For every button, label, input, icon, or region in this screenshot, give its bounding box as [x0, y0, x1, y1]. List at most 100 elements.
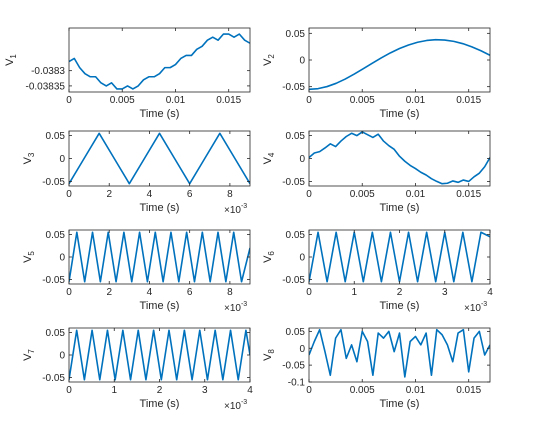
- y-tick-label: -0.1: [288, 378, 306, 389]
- x-axis-label: Time (s): [380, 300, 420, 312]
- x-axis-multiplier: ×10-3: [224, 203, 247, 216]
- x-tick-label: 4: [487, 287, 493, 298]
- y-axis-label: V4: [262, 152, 276, 164]
- y-tick-label: -0.03835: [26, 81, 66, 92]
- series-line-v3: [69, 133, 250, 183]
- axes-frame-v4: [309, 131, 490, 186]
- x-tick-label: 4: [247, 385, 253, 396]
- y-tick-label: -0.05: [42, 275, 65, 286]
- x-tick-label: 2: [106, 189, 112, 200]
- x-tick-label: 8: [227, 287, 233, 298]
- x-tick-label: 1: [111, 385, 117, 396]
- x-tick-label: 0.015: [216, 95, 241, 106]
- x-axis-label: Time (s): [140, 108, 180, 120]
- x-tick-label: 0.01: [406, 95, 426, 106]
- x-tick-label: 1: [351, 287, 357, 298]
- x-tick-label: 0.01: [406, 385, 426, 396]
- x-tick-label: 0.005: [350, 95, 375, 106]
- x-tick-label: 3: [442, 287, 448, 298]
- y-tick-label: 0: [59, 253, 65, 264]
- series-line-v8: [309, 330, 490, 377]
- series-line-v5: [69, 232, 250, 282]
- y-axis-label: V5: [22, 251, 36, 263]
- x-axis-multiplier: ×10-3: [464, 301, 487, 314]
- x-tick-label: 0.01: [166, 95, 186, 106]
- y-tick-label: -0.05: [42, 373, 65, 384]
- chart-panel-v8: 0 0.005 0.01 0.015 -0.1 -0.05 0 0.05 Time (s) V8: [262, 327, 490, 410]
- x-tick-label: 8: [227, 189, 233, 200]
- axes-frame-v2: [309, 28, 490, 92]
- x-tick-label: 2: [157, 385, 163, 396]
- y-axis-label: V6: [262, 251, 276, 263]
- series-line-v2: [309, 40, 490, 90]
- series-line-v4: [309, 132, 490, 184]
- y-tick-label: 0.05: [286, 131, 306, 142]
- axes-frame-v1: [69, 28, 250, 92]
- x-tick-label: 3: [202, 385, 208, 396]
- x-tick-label: 2: [397, 287, 403, 298]
- y-axis-label: V3: [22, 152, 36, 164]
- y-tick-label: 0: [299, 344, 305, 355]
- y-tick-label: 0: [59, 154, 65, 165]
- y-tick-label: 0: [299, 56, 305, 67]
- x-tick-label: 6: [187, 287, 193, 298]
- x-tick-label: 4: [147, 189, 153, 200]
- x-tick-label: 0.015: [456, 189, 481, 200]
- x-tick-label: 0.005: [110, 95, 135, 106]
- y-tick-label: 0.05: [286, 29, 306, 40]
- y-tick-label: 0: [299, 154, 305, 165]
- y-axis-label: V1: [4, 54, 18, 66]
- chart-panel-v1: 0 0.005 0.01 0.015 -0.03835 -0.0383 Time (s) V1: [4, 28, 250, 120]
- y-tick-label: 0.05: [46, 230, 66, 241]
- x-tick-label: 0: [66, 385, 72, 396]
- x-tick-label: 0: [306, 95, 312, 106]
- x-axis-multiplier: ×10-3: [224, 301, 247, 314]
- x-axis-label: Time (s): [380, 108, 420, 120]
- series-line-v7: [69, 330, 250, 380]
- x-axis-label: Time (s): [380, 398, 420, 410]
- x-tick-label: 0.005: [350, 385, 375, 396]
- y-tick-label: -0.0383: [31, 66, 65, 77]
- x-tick-label: 4: [147, 287, 153, 298]
- y-tick-label: 0.05: [286, 327, 306, 338]
- x-axis-label: Time (s): [380, 202, 420, 214]
- y-tick-label: 0.05: [46, 328, 66, 339]
- series-line-v6: [309, 232, 490, 282]
- y-tick-label: -0.05: [42, 177, 65, 188]
- x-tick-label: 2: [106, 287, 112, 298]
- x-axis-label: Time (s): [140, 398, 180, 410]
- y-axis-label: V8: [262, 349, 276, 361]
- y-tick-label: 0: [59, 351, 65, 362]
- y-tick-label: 0: [299, 253, 305, 264]
- y-axis-label: V7: [22, 349, 36, 361]
- x-tick-label: 0.015: [456, 95, 481, 106]
- x-axis-multiplier: ×10-3: [224, 399, 247, 412]
- x-tick-label: 0: [306, 385, 312, 396]
- y-axis-label: V2: [262, 54, 276, 66]
- x-tick-label: 0.015: [456, 385, 481, 396]
- series-line-v1: [69, 34, 250, 89]
- y-tick-label: 0.05: [46, 131, 66, 142]
- x-tick-label: 0: [306, 189, 312, 200]
- x-tick-label: 0: [66, 95, 72, 106]
- x-tick-label: 0: [66, 189, 72, 200]
- y-tick-label: -0.05: [282, 275, 305, 286]
- x-axis-label: Time (s): [140, 202, 180, 214]
- x-tick-label: 0: [306, 287, 312, 298]
- x-tick-label: 6: [187, 189, 193, 200]
- axes-frame-v6: [309, 230, 490, 284]
- x-tick-label: 0.01: [406, 189, 426, 200]
- y-tick-label: -0.05: [282, 177, 305, 188]
- x-tick-label: 0.005: [350, 189, 375, 200]
- y-tick-label: -0.05: [282, 82, 305, 93]
- y-tick-label: -0.05: [282, 361, 305, 372]
- y-tick-label: 0.05: [286, 230, 306, 241]
- x-axis-label: Time (s): [140, 300, 180, 312]
